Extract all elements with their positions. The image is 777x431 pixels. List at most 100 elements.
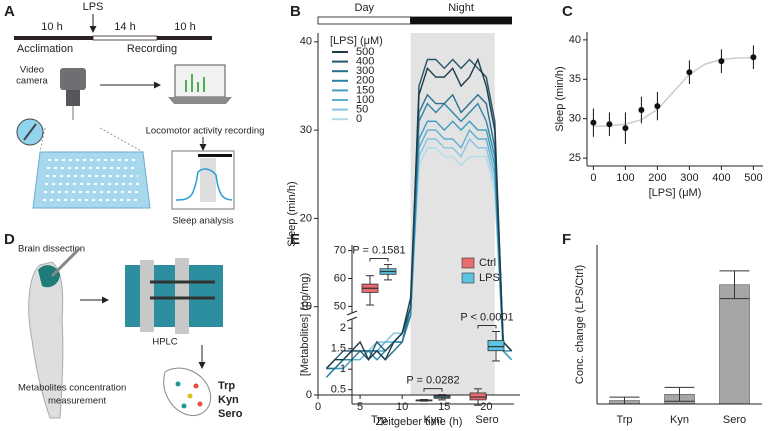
- panel-label: B: [290, 3, 301, 20]
- y-tick-label: 40: [569, 34, 581, 46]
- dot: [187, 393, 193, 399]
- y-tick-label: 60: [334, 272, 346, 284]
- timeline-light: [92, 35, 158, 41]
- legend-label: 100: [356, 94, 374, 106]
- p-value: P < 0.0001: [460, 311, 513, 323]
- dot: [197, 401, 203, 407]
- legend-label: 0: [356, 113, 362, 125]
- phase: Acclimation: [17, 43, 73, 55]
- wells: [43, 159, 141, 201]
- timeline-dark: [14, 36, 93, 40]
- hplc: [125, 265, 223, 327]
- point: [686, 69, 693, 76]
- y-tick-label: 1.5: [331, 343, 346, 355]
- analysis-label: Sleep analysis: [172, 216, 234, 227]
- laptop-base: [168, 97, 232, 104]
- point: [718, 58, 725, 65]
- y-tick-label: 30: [300, 124, 312, 136]
- analysis-shade: [200, 158, 216, 202]
- tool: [50, 246, 82, 278]
- point: [606, 121, 613, 128]
- y-axis-title: Sleep (min/h): [286, 181, 298, 246]
- well-plate: [32, 151, 151, 209]
- y-tick-label: 2: [340, 322, 346, 334]
- bar: [719, 284, 750, 405]
- camera-label: camera: [16, 76, 48, 87]
- x-tick-label: 15: [438, 401, 450, 413]
- measurement-label: measurement: [48, 396, 106, 407]
- legend-label: 50: [356, 104, 368, 116]
- dot: [193, 383, 199, 389]
- x-tick-label: 0: [315, 401, 321, 413]
- x-tick-label: 300: [680, 172, 698, 184]
- period-label: Night: [448, 2, 474, 14]
- x-tick-label: Kyn: [670, 414, 689, 426]
- legend-label: 500: [356, 46, 374, 58]
- duration: 10 h: [174, 21, 195, 33]
- device-label: HPLC: [152, 337, 177, 348]
- hplc-part: [175, 258, 189, 334]
- y-axis-title: Conc. change (LPS/Ctrl): [574, 265, 586, 384]
- x-tick-label: 5: [357, 401, 363, 413]
- p-value: P = 0.1581: [352, 244, 405, 256]
- panel-label: C: [562, 3, 573, 20]
- series-line: [325, 57, 513, 369]
- point: [622, 125, 629, 132]
- duration: 10 h: [41, 21, 62, 33]
- p-value: P = 0.0282: [406, 374, 459, 386]
- panel-label: D: [4, 231, 15, 248]
- camera-label: Video: [20, 65, 44, 76]
- larva-body: [28, 261, 64, 419]
- legend-label: 200: [356, 75, 374, 87]
- x-tick-label: Sero: [723, 414, 746, 426]
- x-tick-label: Sero: [475, 414, 498, 426]
- y-tick-label: 40: [300, 36, 312, 48]
- y-tick-label: 1: [340, 363, 346, 375]
- duration: 14 h: [114, 21, 135, 33]
- x-tick-label: 100: [616, 172, 634, 184]
- axis-break: [346, 310, 358, 322]
- box: [469, 392, 487, 401]
- box: [487, 340, 505, 352]
- legend-label: LPS: [479, 272, 500, 284]
- analysis-curve: [175, 168, 233, 201]
- metabolite-list: Trp Kyn Sero: [218, 380, 243, 420]
- brain: [38, 265, 60, 288]
- legend-title: [LPS] (μM): [330, 35, 383, 47]
- camera-lens: [66, 90, 80, 106]
- brain-outline: [163, 367, 212, 416]
- y-axis-title: [Metabolites] (pg/mg): [299, 273, 311, 376]
- analysis-bar: [198, 154, 232, 157]
- panel-label: F: [562, 231, 571, 248]
- phase: Recording: [127, 43, 177, 55]
- y-tick-label: 50: [334, 300, 346, 312]
- x-axis-title: Zeitgeber time (h): [376, 416, 463, 428]
- period-bar: [410, 16, 512, 25]
- y-tick-label: 0.5: [331, 384, 346, 396]
- laptop-screen: [174, 64, 226, 98]
- series-line: [325, 58, 513, 369]
- point: [590, 119, 597, 126]
- legend-swatch: [461, 272, 475, 284]
- bracket: [423, 388, 443, 392]
- legend-swatch: [461, 257, 475, 269]
- legend-label: 300: [356, 65, 374, 77]
- y-tick-label: 10: [300, 301, 312, 313]
- panel-label: A: [4, 3, 15, 20]
- y-tick-label: 25: [569, 152, 581, 164]
- x-tick-label: 10: [396, 401, 408, 413]
- metabolite: Trp: [218, 380, 235, 392]
- point: [638, 107, 645, 114]
- x-tick-label: 200: [648, 172, 666, 184]
- period-label: Day: [355, 2, 375, 14]
- x-tick-label: Trp: [616, 414, 632, 426]
- y-tick-label: 30: [569, 113, 581, 125]
- y-tick-label: 0: [306, 389, 312, 401]
- y-tick-label: 35: [569, 73, 581, 85]
- panel-d: Brain dissection HPLC Metabolites concen…: [18, 244, 243, 420]
- x-tick-label: Kyn: [424, 414, 443, 426]
- dot: [175, 381, 181, 387]
- legend-label: Ctrl: [479, 257, 496, 269]
- y-tick-label: 20: [300, 212, 312, 224]
